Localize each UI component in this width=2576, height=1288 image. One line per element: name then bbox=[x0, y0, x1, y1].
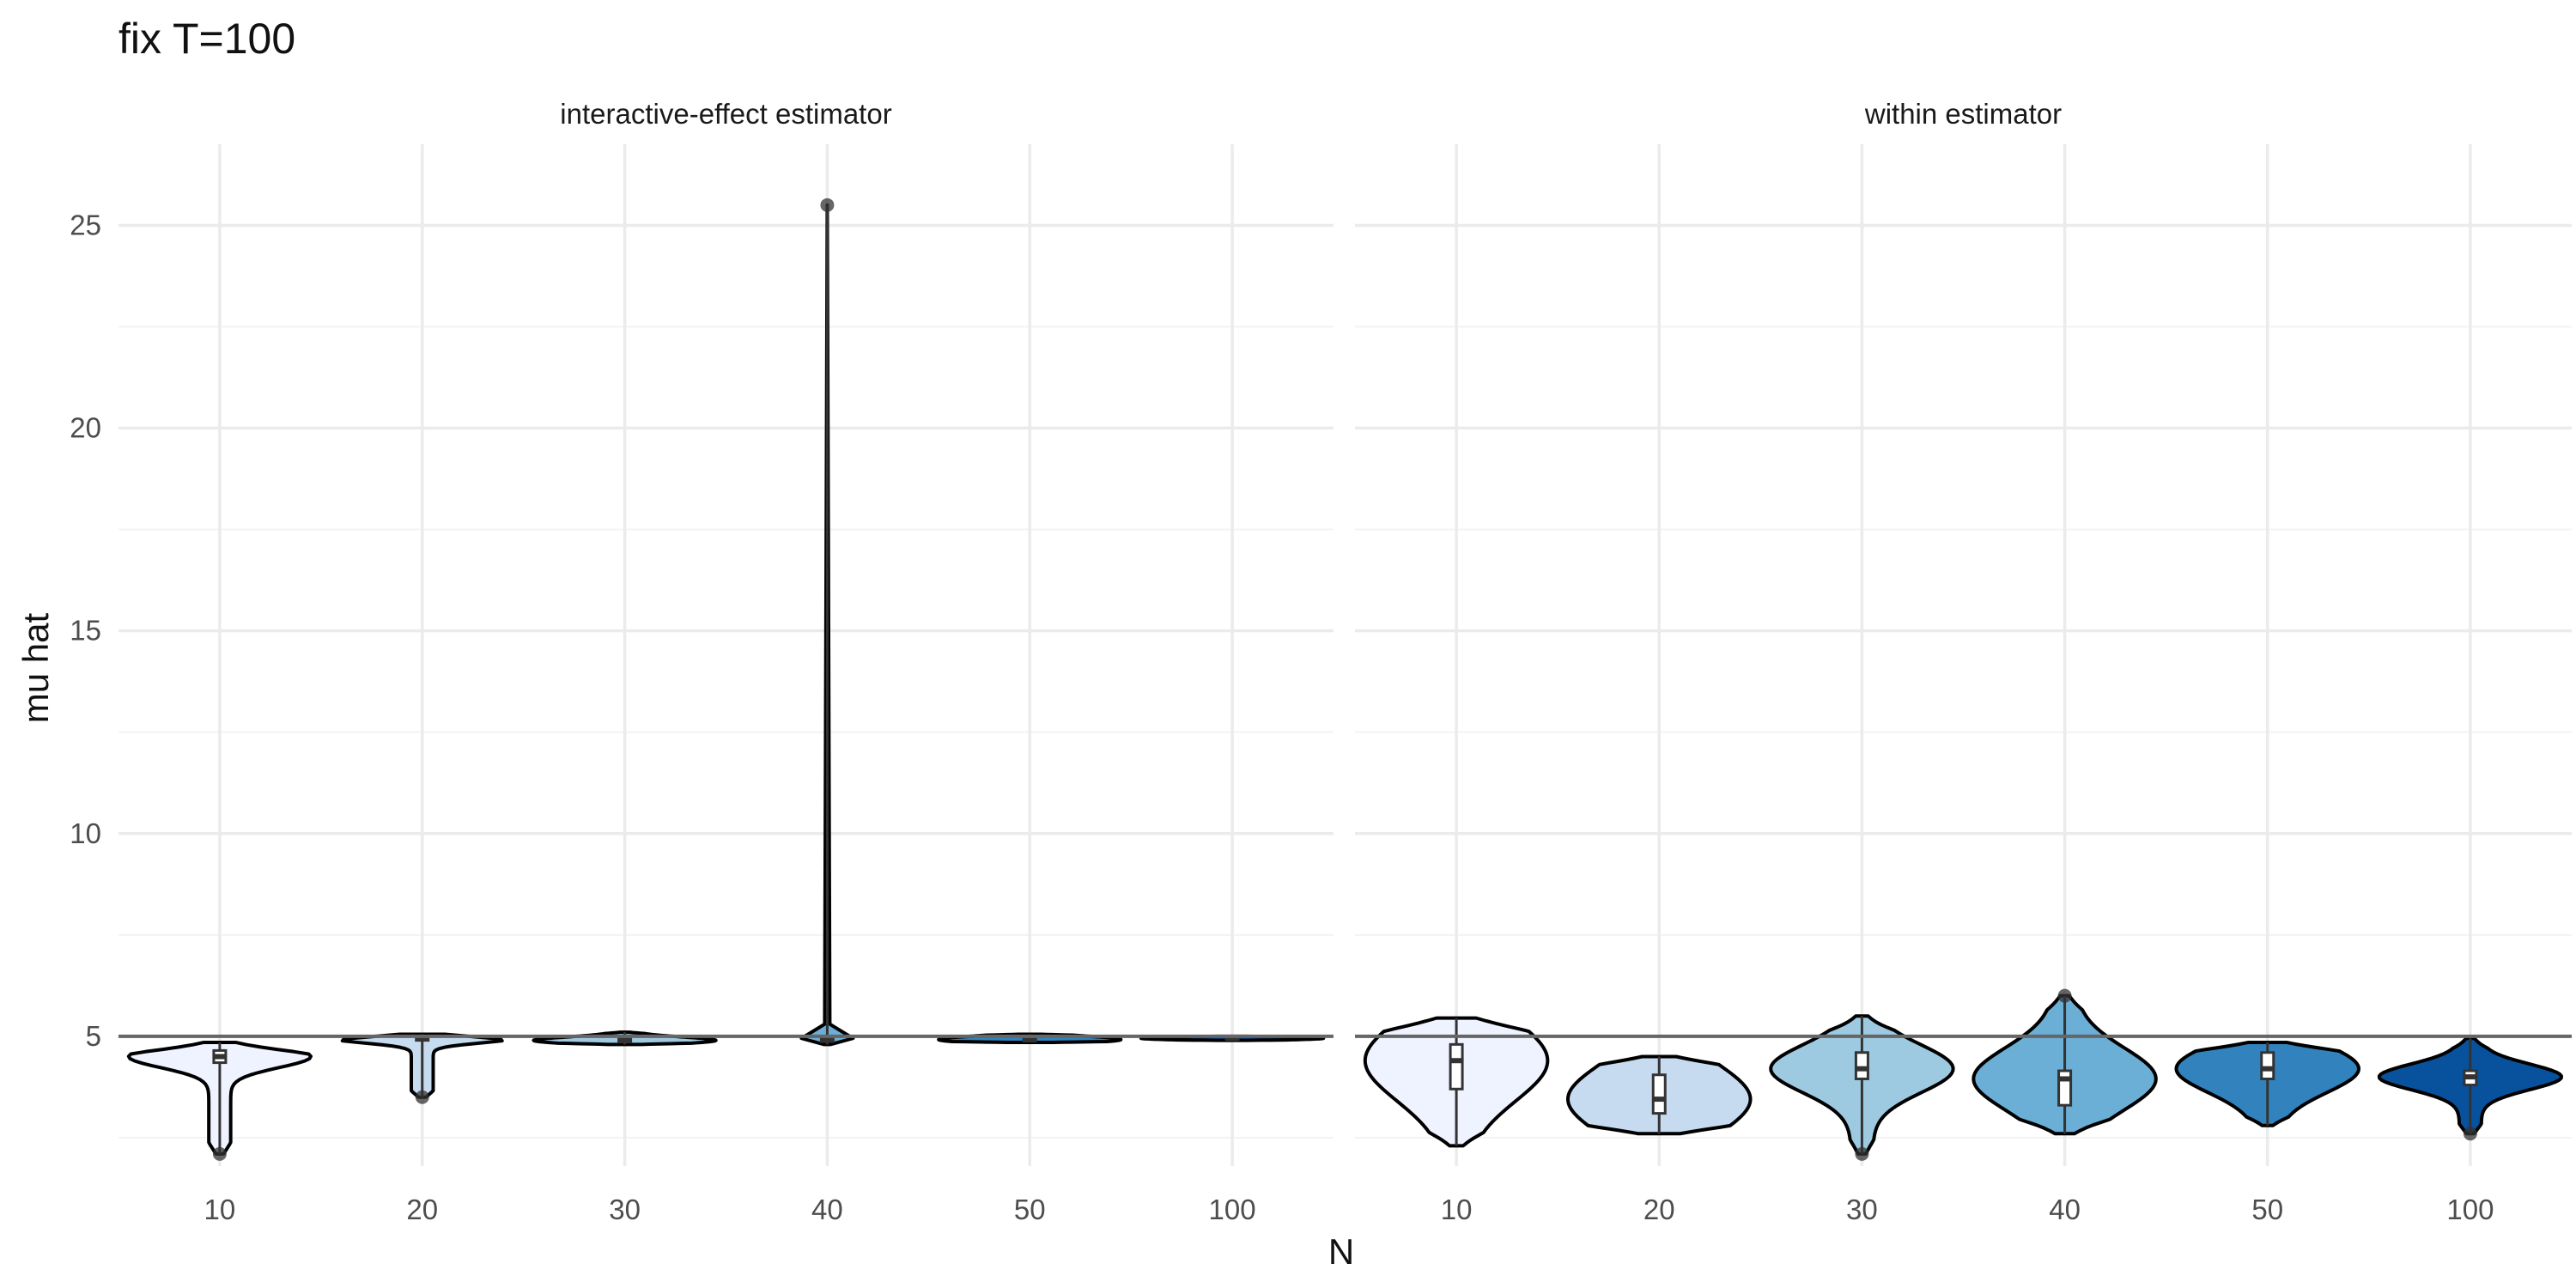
box-iqr bbox=[1449, 1042, 1464, 1091]
x-tick-label: 20 bbox=[406, 1194, 438, 1225]
x-tick-label: 10 bbox=[1441, 1194, 1473, 1225]
box-iqr bbox=[1651, 1073, 1667, 1115]
facet-panel: within estimator 10 20 30 40 50 100 bbox=[1355, 98, 2572, 1225]
violin-group bbox=[2377, 1036, 2564, 1141]
y-tick-label: 25 bbox=[70, 209, 101, 240]
y-tick-label: 5 bbox=[86, 1020, 101, 1052]
y-tick-label: 20 bbox=[70, 412, 101, 444]
violin-group bbox=[799, 197, 855, 1047]
violin-group bbox=[1769, 1014, 1955, 1161]
violin-group bbox=[2174, 1040, 2361, 1127]
x-tick-label: 50 bbox=[1014, 1194, 1046, 1225]
x-tick-label: 40 bbox=[811, 1194, 843, 1225]
x-tick-label: 20 bbox=[1643, 1194, 1675, 1225]
facet-strip-label: interactive-effect estimator bbox=[560, 98, 891, 130]
outlier-point bbox=[212, 1146, 227, 1161]
violin-group bbox=[1363, 1016, 1550, 1148]
outlier-point bbox=[820, 197, 835, 212]
y-tick-label: 15 bbox=[70, 615, 101, 647]
violin-group bbox=[532, 1030, 718, 1047]
box-iqr bbox=[2057, 1069, 2073, 1107]
x-axis-title: N bbox=[1328, 1231, 1354, 1272]
outlier-point bbox=[415, 1090, 429, 1104]
chart-title: fix T=100 bbox=[118, 15, 295, 63]
y-tick-label: 10 bbox=[70, 817, 101, 849]
x-tick-label: 50 bbox=[2251, 1194, 2283, 1225]
x-tick-label: 30 bbox=[1846, 1194, 1878, 1225]
y-axis-title: mu hat bbox=[15, 612, 56, 723]
box-iqr bbox=[1854, 1051, 1869, 1080]
outlier-point bbox=[2463, 1127, 2477, 1141]
violin-group bbox=[340, 1032, 504, 1104]
violin-group bbox=[126, 1040, 313, 1161]
outlier-point bbox=[2057, 988, 2072, 1003]
x-tick-label: 30 bbox=[609, 1194, 641, 1225]
violin-group bbox=[1971, 988, 2158, 1136]
x-tick-label: 10 bbox=[204, 1194, 236, 1225]
outlier-point bbox=[1855, 1146, 1869, 1161]
violin-group bbox=[1566, 1054, 1753, 1136]
facet-strip-label: within estimator bbox=[1864, 98, 2062, 130]
x-tick-label: 100 bbox=[2446, 1194, 2494, 1225]
x-tick-label: 100 bbox=[1209, 1194, 1256, 1225]
facet-panel: interactive-effect estimator 10 20 30 40 50 10… bbox=[118, 98, 1334, 1225]
chart-panels: interactive-effect estimator 10 20 30 40 50 10… bbox=[70, 98, 2572, 1225]
box-iqr bbox=[2260, 1051, 2275, 1080]
x-tick-label: 40 bbox=[2049, 1194, 2081, 1225]
